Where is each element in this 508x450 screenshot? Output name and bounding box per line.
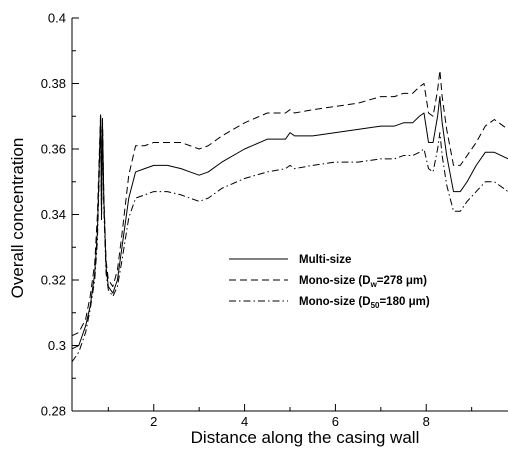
legend-label-2: Mono-size (Dw=278 μm)	[299, 275, 427, 289]
series-line-2	[71, 69, 508, 337]
legend-label-1: Multi-size	[299, 254, 351, 266]
x-axis-ticks: 2 4 6 8	[107, 404, 473, 429]
x-axis-label: Distance along the casing wall	[191, 428, 420, 447]
y-axis-label: Overall concentration	[8, 138, 27, 299]
legend-label-3: Mono-size (D50=180 μm)	[299, 296, 430, 310]
y-tick-label: 0.3	[48, 338, 66, 353]
y-tick-label: 0.36	[41, 142, 66, 157]
series-line-1	[71, 96, 508, 350]
series-line-3	[71, 122, 508, 363]
y-tick-label: 0.32	[41, 273, 66, 288]
x-tick-label: 8	[423, 414, 430, 429]
x-tick-label: 2	[150, 414, 157, 429]
axes	[71, 18, 508, 412]
x-tick-label: 4	[241, 414, 248, 429]
legend: Multi-size Mono-size (Dw=278 μm) Mono-size…	[229, 254, 430, 310]
y-tick-label: 0.28	[41, 404, 66, 419]
y-tick-label: 0.38	[41, 76, 66, 91]
x-tick-label: 6	[332, 414, 339, 429]
y-tick-label: 0.4	[48, 11, 66, 26]
y-axis-ticks: 0.28 0.3 0.32 0.34 0.36 0.38 0.4	[41, 11, 79, 419]
y-tick-label: 0.34	[41, 207, 66, 222]
plot-area	[71, 69, 508, 363]
